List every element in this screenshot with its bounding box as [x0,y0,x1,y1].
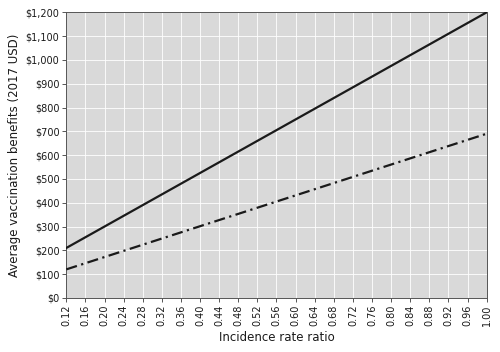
X-axis label: Incidence rate ratio: Incidence rate ratio [218,331,334,344]
Y-axis label: Average vaccination benefits (2017 USD): Average vaccination benefits (2017 USD) [8,33,22,277]
